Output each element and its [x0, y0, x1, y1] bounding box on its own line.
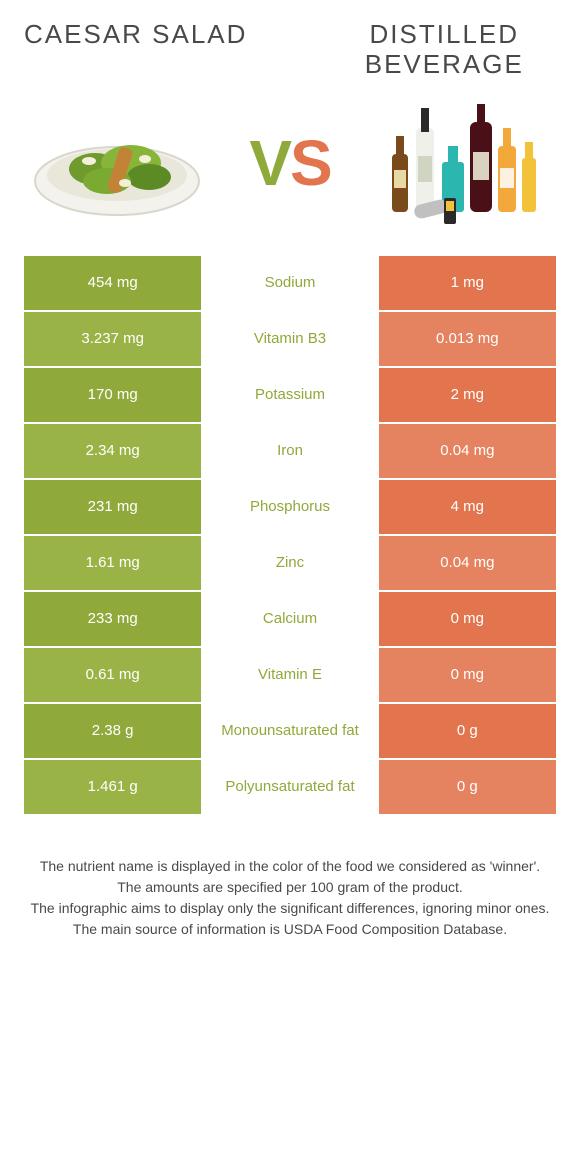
right-value: 0 mg: [379, 592, 556, 648]
left-value: 0.61 mg: [24, 648, 201, 704]
right-value: 0 g: [379, 760, 556, 816]
left-value: 3.237 mg: [24, 312, 201, 368]
caption-line: The nutrient name is displayed in the co…: [30, 856, 550, 877]
nutrient-name: Monounsaturated fat: [201, 704, 378, 760]
right-value: 0.013 mg: [379, 312, 556, 368]
vs-label: VS: [249, 126, 330, 200]
nutrient-name: Calcium: [201, 592, 378, 648]
table-row: 3.237 mgVitamin B30.013 mg: [24, 312, 556, 368]
nutrient-name: Polyunsaturated fat: [201, 760, 378, 816]
right-value: 2 mg: [379, 368, 556, 424]
table-row: 2.38 gMonounsaturated fat0 g: [24, 704, 556, 760]
table-row: 170 mgPotassium2 mg: [24, 368, 556, 424]
caption-line: The main source of information is USDA F…: [30, 919, 550, 940]
table-row: 454 mgSodium1 mg: [24, 256, 556, 312]
table-row: 0.61 mgVitamin E0 mg: [24, 648, 556, 704]
salad-icon: [24, 98, 209, 228]
table-row: 1.61 mgZinc0.04 mg: [24, 536, 556, 592]
right-food-title: DISTILLED BEVERAGE: [333, 20, 556, 80]
right-value: 4 mg: [379, 480, 556, 536]
left-value: 1.461 g: [24, 760, 201, 816]
left-value: 454 mg: [24, 256, 201, 312]
right-value: 0 mg: [379, 648, 556, 704]
right-value: 1 mg: [379, 256, 556, 312]
vs-s: S: [290, 127, 331, 199]
table-row: 233 mgCalcium0 mg: [24, 592, 556, 648]
caption-line: The amounts are specified per 100 gram o…: [30, 877, 550, 898]
infographic-container: CAESAR SALAD DISTILLED BEVERAGE VS: [0, 0, 580, 940]
right-value: 0 g: [379, 704, 556, 760]
nutrient-name: Potassium: [201, 368, 378, 424]
nutrient-name: Zinc: [201, 536, 378, 592]
footer-caption: The nutrient name is displayed in the co…: [24, 856, 556, 940]
left-food-title: CAESAR SALAD: [24, 20, 247, 50]
beverage-icon: [371, 98, 556, 228]
left-value: 170 mg: [24, 368, 201, 424]
nutrient-name: Vitamin B3: [201, 312, 378, 368]
nutrient-name: Sodium: [201, 256, 378, 312]
table-row: 1.461 gPolyunsaturated fat0 g: [24, 760, 556, 816]
hero-row: VS: [24, 98, 556, 228]
vs-v: V: [249, 127, 290, 199]
nutrient-name: Phosphorus: [201, 480, 378, 536]
right-value: 0.04 mg: [379, 424, 556, 480]
left-value: 2.34 mg: [24, 424, 201, 480]
table-row: 231 mgPhosphorus4 mg: [24, 480, 556, 536]
nutrient-name: Vitamin E: [201, 648, 378, 704]
titles-row: CAESAR SALAD DISTILLED BEVERAGE: [24, 20, 556, 80]
nutrient-name: Iron: [201, 424, 378, 480]
left-value: 233 mg: [24, 592, 201, 648]
caption-line: The infographic aims to display only the…: [30, 898, 550, 919]
left-value: 231 mg: [24, 480, 201, 536]
right-value: 0.04 mg: [379, 536, 556, 592]
left-value: 2.38 g: [24, 704, 201, 760]
left-value: 1.61 mg: [24, 536, 201, 592]
table-row: 2.34 mgIron0.04 mg: [24, 424, 556, 480]
nutrient-table: 454 mgSodium1 mg3.237 mgVitamin B30.013 …: [24, 256, 556, 816]
